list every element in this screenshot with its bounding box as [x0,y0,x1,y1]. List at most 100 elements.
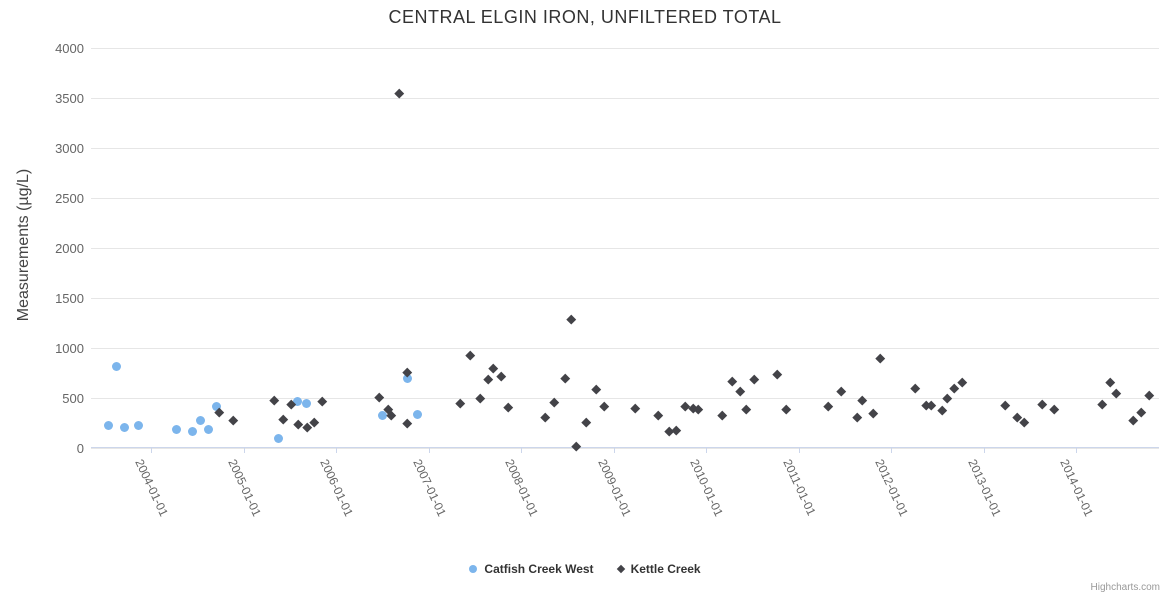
data-point[interactable] [278,414,288,425]
data-point[interactable] [1105,377,1115,387]
legend-item-kettle-creek[interactable]: Kettle Creek [616,562,701,576]
data-point[interactable] [571,441,582,451]
y-axis-label: 1000 [55,341,84,356]
data-point[interactable] [749,374,759,384]
data-point[interactable] [301,398,311,408]
data-point[interactable] [293,420,303,430]
data-point[interactable] [214,407,225,417]
data-point[interactable] [549,397,559,408]
data-point[interactable] [292,396,302,406]
data-point[interactable] [503,402,513,413]
data-point[interactable] [1144,391,1154,401]
diamond-marker-icon [616,564,625,574]
gridline [91,297,1159,299]
data-point[interactable] [172,424,182,434]
data-point[interactable] [103,420,113,430]
y-axis-label: 2000 [55,241,84,256]
data-point[interactable] [772,370,782,380]
y-axis-label: 0 [76,441,84,456]
data-point[interactable] [402,418,412,428]
data-point[interactable] [465,350,475,360]
data-point[interactable] [566,314,576,324]
data-point[interactable] [653,410,663,420]
data-point[interactable] [727,376,737,386]
circle-marker-icon [469,565,478,573]
gridline [91,397,1159,399]
data-point[interactable] [475,393,485,403]
data-point[interactable] [496,371,507,381]
data-point[interactable] [927,401,937,411]
x-axis-label: 2007-01-01 [409,457,449,519]
data-point[interactable] [937,405,947,415]
y-axis-label: 3500 [55,91,84,106]
x-axis-label: 2014-01-01 [1057,457,1096,519]
data-point[interactable] [1137,408,1147,418]
x-tick [428,448,430,453]
data-point[interactable] [188,426,198,436]
data-point[interactable] [412,409,422,419]
gridline [91,147,1159,149]
x-tick [151,448,152,453]
x-axis-label: 2011-01-01 [779,457,819,518]
data-point[interactable] [1097,399,1107,409]
data-point[interactable] [1128,415,1138,425]
data-point[interactable] [949,383,959,393]
data-point[interactable] [781,404,792,414]
data-point[interactable] [671,425,681,435]
y-axis-label: 500 [62,391,84,406]
data-point[interactable] [310,417,320,428]
data-point[interactable] [228,415,238,426]
data-point[interactable] [1037,400,1047,410]
data-point[interactable] [591,384,601,395]
data-point[interactable] [119,423,129,432]
data-point[interactable] [196,415,206,425]
data-point[interactable] [599,401,609,411]
legend-label: Catfish Creek West [484,562,594,576]
data-point[interactable] [718,410,728,420]
data-point[interactable] [693,404,704,415]
data-point[interactable] [942,394,953,404]
data-point[interactable] [957,377,967,387]
data-point[interactable] [1112,388,1122,398]
data-point[interactable] [1001,400,1011,410]
x-tick [1076,448,1077,453]
data-point[interactable] [394,88,404,98]
data-point[interactable] [112,361,122,371]
data-point[interactable] [212,401,222,411]
x-tick [336,448,337,453]
data-point[interactable] [386,411,397,421]
data-point[interactable] [484,374,494,384]
data-point[interactable] [274,433,284,443]
x-tick [613,448,615,453]
data-point[interactable] [875,353,885,364]
gridline [91,247,1159,249]
data-point[interactable] [402,373,412,383]
x-tick [983,448,985,453]
data-point[interactable] [735,386,745,396]
data-point[interactable] [823,401,833,411]
data-point[interactable] [133,420,143,430]
data-point[interactable] [630,403,640,413]
data-point[interactable] [377,410,387,420]
data-point[interactable] [374,392,385,402]
data-point[interactable] [836,386,846,396]
data-point[interactable] [1019,417,1029,427]
data-point[interactable] [302,422,312,433]
data-point[interactable] [1050,404,1060,414]
data-point[interactable] [203,425,213,434]
plot-area [91,47,1159,453]
data-point[interactable] [910,383,920,393]
x-tick [798,448,800,453]
data-point[interactable] [581,417,591,428]
data-point[interactable] [540,412,550,422]
data-point[interactable] [868,408,879,418]
data-point[interactable] [852,412,862,422]
x-tick [243,448,245,453]
highcharts-credit-link[interactable]: Highcharts.com [1090,582,1160,593]
data-point[interactable] [455,398,465,408]
legend-item-catfish-creek-west[interactable]: Catfish Creek West [469,562,594,576]
data-point[interactable] [488,363,498,373]
data-point[interactable] [741,404,751,414]
data-point[interactable] [560,373,570,383]
